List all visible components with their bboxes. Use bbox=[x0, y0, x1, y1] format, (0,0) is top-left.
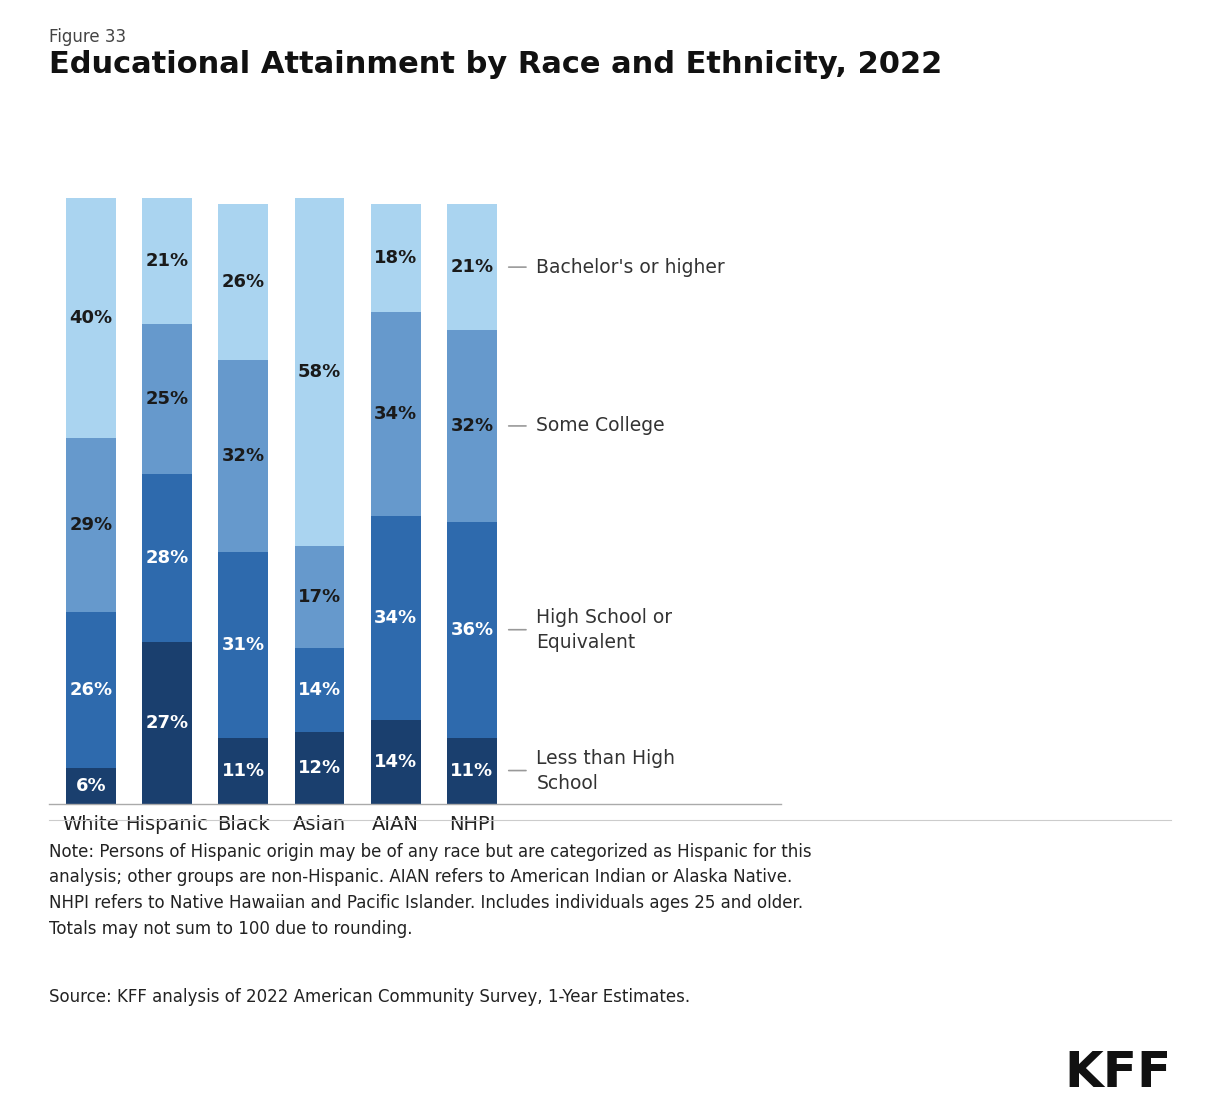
Text: 40%: 40% bbox=[70, 309, 112, 327]
Bar bbox=[218, 738, 268, 804]
Bar bbox=[295, 732, 344, 804]
Bar bbox=[448, 330, 497, 522]
Bar bbox=[448, 204, 497, 330]
Text: 17%: 17% bbox=[298, 588, 342, 606]
Bar bbox=[218, 551, 268, 738]
Text: 36%: 36% bbox=[450, 620, 494, 638]
Text: 32%: 32% bbox=[222, 446, 265, 465]
Bar bbox=[295, 199, 344, 546]
Text: KFF: KFF bbox=[1064, 1049, 1171, 1097]
Bar bbox=[143, 474, 192, 642]
Bar bbox=[448, 522, 497, 738]
Text: 12%: 12% bbox=[298, 759, 342, 777]
Text: 32%: 32% bbox=[450, 417, 494, 435]
Text: 27%: 27% bbox=[145, 713, 189, 732]
Bar bbox=[371, 720, 421, 804]
Text: 11%: 11% bbox=[450, 761, 494, 780]
Text: High School or
Equivalent: High School or Equivalent bbox=[537, 608, 672, 652]
Text: 14%: 14% bbox=[375, 752, 417, 770]
Text: 6%: 6% bbox=[76, 777, 106, 795]
Text: Educational Attainment by Race and Ethnicity, 2022: Educational Attainment by Race and Ethni… bbox=[49, 50, 942, 79]
Text: 29%: 29% bbox=[70, 516, 112, 533]
Bar bbox=[66, 437, 116, 612]
Bar bbox=[143, 642, 192, 804]
Text: 34%: 34% bbox=[375, 608, 417, 627]
Bar bbox=[448, 738, 497, 804]
Text: 31%: 31% bbox=[222, 636, 265, 654]
Bar bbox=[218, 204, 268, 360]
Text: Source: KFF analysis of 2022 American Community Survey, 1-Year Estimates.: Source: KFF analysis of 2022 American Co… bbox=[49, 988, 691, 1006]
Text: Note: Persons of Hispanic origin may be of any race but are categorized as Hispa: Note: Persons of Hispanic origin may be … bbox=[49, 843, 811, 937]
Text: 11%: 11% bbox=[222, 761, 265, 780]
Text: 26%: 26% bbox=[222, 273, 265, 291]
Bar bbox=[295, 647, 344, 732]
Bar bbox=[371, 204, 421, 312]
Bar bbox=[143, 199, 192, 324]
Bar bbox=[66, 768, 116, 804]
Bar bbox=[371, 312, 421, 516]
Text: 58%: 58% bbox=[298, 363, 342, 381]
Bar bbox=[371, 516, 421, 720]
Text: Some College: Some College bbox=[537, 416, 665, 435]
Text: 21%: 21% bbox=[145, 252, 189, 270]
Bar bbox=[143, 324, 192, 474]
Text: Figure 33: Figure 33 bbox=[49, 28, 126, 46]
Text: 21%: 21% bbox=[450, 258, 494, 276]
Text: 34%: 34% bbox=[375, 405, 417, 423]
Text: Bachelor's or higher: Bachelor's or higher bbox=[537, 258, 725, 277]
Text: 25%: 25% bbox=[145, 389, 189, 408]
Text: Less than High
School: Less than High School bbox=[537, 749, 676, 792]
Text: 18%: 18% bbox=[375, 249, 417, 267]
Bar bbox=[218, 360, 268, 551]
Bar bbox=[66, 199, 116, 437]
Bar bbox=[66, 612, 116, 768]
Text: 28%: 28% bbox=[145, 549, 189, 567]
Text: 14%: 14% bbox=[298, 681, 342, 699]
Bar bbox=[295, 546, 344, 647]
Text: 26%: 26% bbox=[70, 681, 112, 699]
